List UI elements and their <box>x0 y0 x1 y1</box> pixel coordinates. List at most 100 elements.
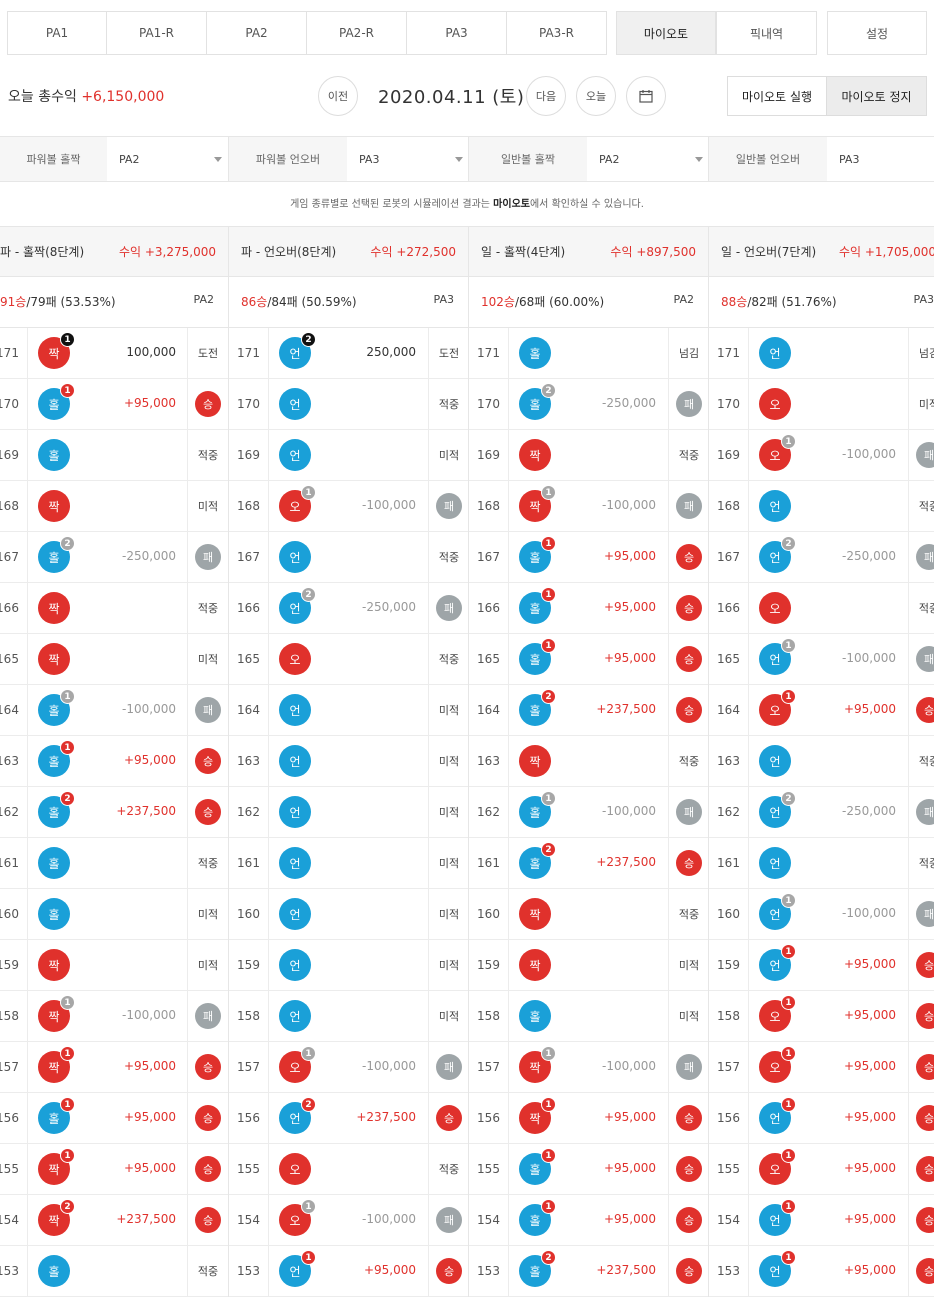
pick-ball: 짝 <box>38 643 70 675</box>
result-status: 미적 <box>428 991 469 1041</box>
amount: -250,000 <box>842 804 896 818</box>
status-text: 적중 <box>438 551 460 564</box>
result-badge: 패 <box>916 646 934 672</box>
table-row: 159 짝 미적 <box>469 940 708 991</box>
notice-pre: 게임 종류별로 선택된 로봇의 시뮬레이션 결과는 <box>290 199 494 210</box>
pick-label: 홀 <box>529 1213 541 1228</box>
pick-label: 홀 <box>529 856 541 871</box>
round-number: 171 <box>469 328 509 378</box>
table-row: 153 언 1 +95,000 승 <box>229 1246 468 1297</box>
chevron-down-icon <box>214 157 222 162</box>
auto-stop-button[interactable]: 마이오토 정지 <box>826 76 927 116</box>
pick-label: 짝 <box>529 958 541 973</box>
pick-label: 짝 <box>529 499 541 514</box>
pick-label: 언 <box>769 754 781 769</box>
notice-post: 에서 확인하실 수 있습니다. <box>529 199 644 210</box>
result-status: 승 <box>908 1144 934 1194</box>
pick-label: 언 <box>289 703 301 718</box>
table-row: 161 홀 적중 <box>0 838 228 889</box>
next-day-button[interactable]: 다음 <box>526 76 566 116</box>
amount: 100,000 <box>126 345 176 359</box>
result-status: 승 <box>908 1195 934 1245</box>
table-row: 169 짝 적중 <box>469 430 708 481</box>
result-badge: 패 <box>436 1207 462 1233</box>
pick-label: 오 <box>289 1213 301 1228</box>
round-number: 159 <box>229 940 269 990</box>
pick-label: 홀 <box>529 550 541 565</box>
table-row: 161 언 적중 <box>709 838 934 889</box>
result-status: 미적 <box>428 787 469 837</box>
round-number: 157 <box>709 1042 749 1092</box>
step-badge: 1 <box>781 689 796 704</box>
tab-pick-history[interactable]: 픽내역 <box>716 11 817 55</box>
tab-pa3[interactable]: PA3 <box>406 11 507 55</box>
result-badge: 패 <box>916 901 934 927</box>
amount: -250,000 <box>602 396 656 410</box>
round-number: 166 <box>0 583 28 633</box>
round-number: 169 <box>709 430 749 480</box>
result-status: 적중 <box>187 430 228 480</box>
amount: +95,000 <box>843 957 896 971</box>
pick-label: 언 <box>289 754 301 769</box>
selector-label: 일반볼 홀짝 <box>468 137 587 181</box>
column-header: 일 - 언오버(7단계) 수익 +1,705,000 <box>709 227 934 277</box>
step-badge: 1 <box>541 485 556 500</box>
pick-label: 짝 <box>48 499 60 514</box>
result-badge: 승 <box>436 1105 462 1131</box>
tab-pa1-r[interactable]: PA1-R <box>106 11 207 55</box>
pick-ball: 언 <box>279 796 311 828</box>
selector-powerball-oddeven[interactable]: PA2 <box>119 152 140 166</box>
table-row: 156 언 2 +237,500 승 <box>229 1093 468 1144</box>
tab-pa2[interactable]: PA2 <box>206 11 307 55</box>
round-number: 154 <box>709 1195 749 1245</box>
pick-label: 언 <box>289 1009 301 1024</box>
result-status: 미적 <box>428 430 469 480</box>
result-status: 승 <box>908 685 934 735</box>
pick-label: 짝 <box>48 652 60 667</box>
pick-label: 짝 <box>529 754 541 769</box>
status-text: 적중 <box>197 602 219 615</box>
tab-settings[interactable]: 설정 <box>827 11 927 55</box>
step-badge: 1 <box>781 944 796 959</box>
selector-normal-underover[interactable]: PA3 <box>839 152 860 166</box>
pick-label: 언 <box>769 805 781 820</box>
result-status: 미적 <box>908 379 934 429</box>
tab-pa1[interactable]: PA1 <box>7 11 107 55</box>
result-status: 승 <box>908 1246 934 1296</box>
auto-controls: 마이오토 실행 마이오토 정지 <box>727 76 927 116</box>
status-text: 적중 <box>438 653 460 666</box>
robot-selectors: 파워볼 홀짝 PA2 파워볼 언오버 PA3 일반볼 홀짝 PA2 일반볼 언오… <box>0 136 934 182</box>
selector-normal-oddeven[interactable]: PA2 <box>599 152 620 166</box>
today-button[interactable]: 오늘 <box>576 76 616 116</box>
step-badge: 1 <box>541 536 556 551</box>
result-badge: 승 <box>676 850 702 876</box>
tab-pa3-r[interactable]: PA3-R <box>506 11 607 55</box>
round-number: 170 <box>229 379 269 429</box>
auto-run-button[interactable]: 마이오토 실행 <box>727 76 827 116</box>
status-text: 미적 <box>438 704 460 717</box>
round-number: 160 <box>0 889 28 939</box>
result-status: 승 <box>187 1042 228 1092</box>
tab-my-auto[interactable]: 마이오토 <box>616 11 716 55</box>
step-badge: 1 <box>60 1097 75 1112</box>
status-text: 적중 <box>197 449 219 462</box>
prev-day-button[interactable]: 이전 <box>318 76 358 116</box>
result-badge: 승 <box>195 1054 221 1080</box>
table-row: 156 언 1 +95,000 승 <box>709 1093 934 1144</box>
step-badge: 2 <box>781 536 796 551</box>
selector-powerball-underover[interactable]: PA3 <box>359 152 380 166</box>
tab-pa2-r[interactable]: PA2-R <box>306 11 407 55</box>
calendar-button[interactable] <box>626 76 666 116</box>
step-badge: 1 <box>60 383 75 398</box>
round-number: 153 <box>0 1246 28 1296</box>
